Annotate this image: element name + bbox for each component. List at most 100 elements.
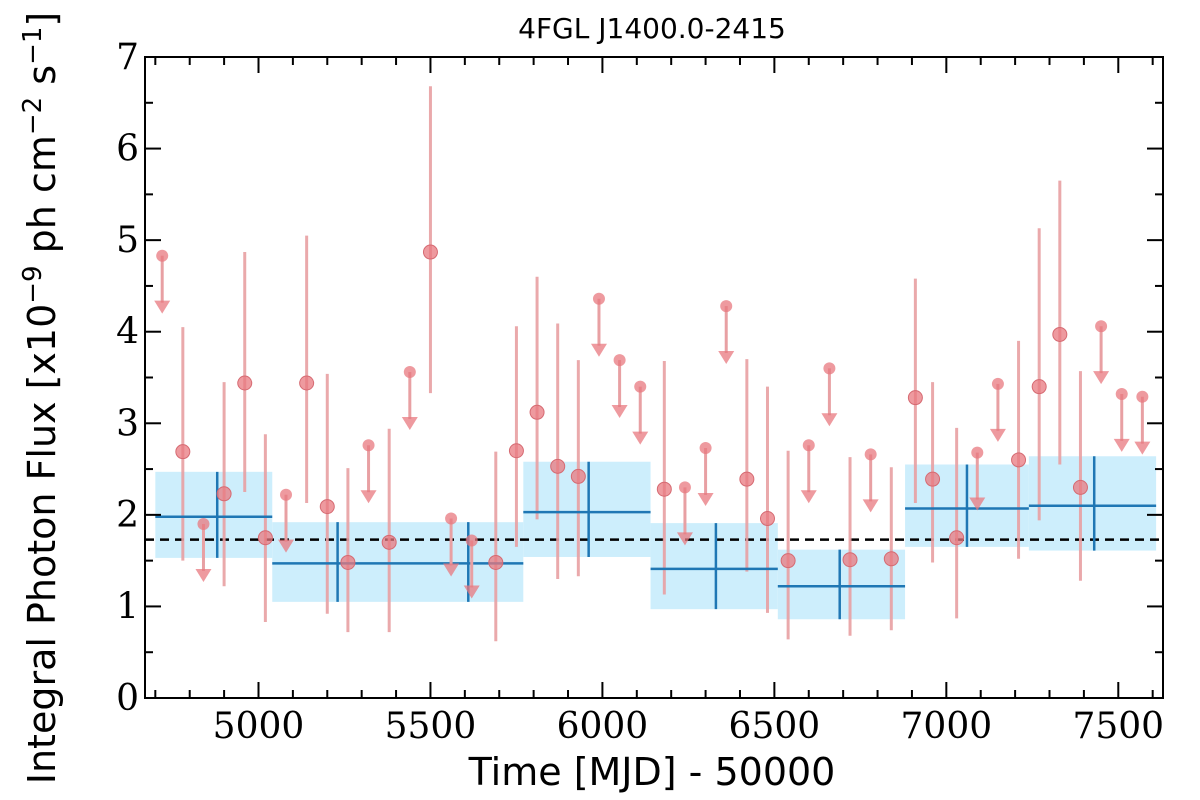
detection-point-1 <box>216 486 232 502</box>
y-axis-label-exp3: −1 <box>18 27 48 65</box>
bin-band-3 <box>650 523 778 610</box>
y-tick-label: 0 <box>116 678 139 719</box>
upper-limit-arrow-7 <box>590 343 607 357</box>
upper-limit-arrow-2 <box>278 539 295 553</box>
upper-limit-point-13 <box>802 439 815 452</box>
x-tick-label: 6500 <box>729 706 821 747</box>
y-tick-label: 1 <box>116 586 139 627</box>
upper-limit-point-5 <box>445 512 458 525</box>
y-tick-label: 5 <box>116 220 139 261</box>
upper-limit-point-9 <box>634 380 647 393</box>
upper-limit-point-12 <box>720 300 733 313</box>
detection-point-20 <box>907 390 923 406</box>
upper-limit-point-8 <box>613 354 626 367</box>
upper-limit-point-17 <box>991 377 1004 390</box>
detection-point-2 <box>237 375 253 391</box>
detection-point-11 <box>529 404 545 420</box>
upper-limit-arrow-6 <box>463 585 480 599</box>
x-tick-label: 5500 <box>385 706 477 747</box>
upper-limit-arrow-4 <box>401 416 418 430</box>
upper-limit-point-16 <box>971 446 984 459</box>
upper-limit-arrow-9 <box>632 431 649 445</box>
y-axis-label: Integral Photon Flux [x10−9 ph cm−2 s−1] <box>18 12 64 785</box>
detection-point-8 <box>422 244 438 260</box>
detection-point-6 <box>340 554 356 570</box>
detection-point-15 <box>739 471 755 487</box>
upper-limit-point-7 <box>592 292 605 305</box>
upper-limit-arrow-10 <box>676 532 693 546</box>
x-tick-label: 6000 <box>557 706 649 747</box>
upper-limit-point-6 <box>465 534 478 547</box>
detection-point-5 <box>319 499 335 515</box>
upper-limit-arrow-3 <box>360 490 377 504</box>
upper-limit-arrow-18 <box>1093 371 1110 385</box>
x-tick-label: 7500 <box>1072 706 1164 747</box>
upper-limit-arrow-11 <box>697 492 714 506</box>
detection-point-9 <box>488 554 504 570</box>
upper-limit-arrow-17 <box>989 428 1006 442</box>
upper-limit-point-20 <box>1136 390 1149 403</box>
upper-limit-arrow-5 <box>443 563 460 577</box>
plot-axes <box>144 56 1164 699</box>
y-tick-label: 2 <box>116 495 139 536</box>
detection-point-10 <box>508 443 524 459</box>
detection-point-26 <box>1072 479 1088 495</box>
bin-band-1 <box>272 522 524 602</box>
detection-point-23 <box>1011 452 1027 468</box>
upper-limit-point-10 <box>678 481 691 494</box>
bin-band-6 <box>1028 456 1157 551</box>
x-tick-label: 5000 <box>213 706 305 747</box>
y-tick-label: 6 <box>116 129 139 170</box>
detection-point-18 <box>842 552 858 568</box>
detection-point-3 <box>257 530 273 546</box>
y-axis-label-exp2: −2 <box>18 97 48 135</box>
detection-point-12 <box>550 458 566 474</box>
upper-limit-point-15 <box>864 448 877 461</box>
detection-point-16 <box>759 511 775 527</box>
detection-points <box>175 244 1088 570</box>
upper-limit-arrow-19 <box>1113 438 1130 452</box>
binned-flux-markers <box>155 456 1157 620</box>
upper-limit-point-2 <box>280 488 293 501</box>
upper-limit-point-14 <box>823 362 836 375</box>
upper-limit-markers <box>154 249 1151 599</box>
y-tick-label: 7 <box>116 37 139 78</box>
upper-limit-arrow-0 <box>154 300 171 314</box>
upper-limit-point-1 <box>197 518 210 531</box>
bin-band-4 <box>777 549 906 620</box>
upper-limit-arrow-8 <box>611 405 628 419</box>
upper-limit-arrow-16 <box>969 497 986 511</box>
upper-limit-point-4 <box>403 366 416 379</box>
detection-point-13 <box>570 468 586 484</box>
upper-limit-arrow-12 <box>718 351 735 365</box>
upper-limit-arrow-13 <box>800 490 817 504</box>
y-tick-label: 3 <box>116 403 139 444</box>
bin-band-2 <box>523 461 651 557</box>
detection-point-25 <box>1052 326 1068 342</box>
tick-labels: 0 1 2 3 4 5 6 7 5000 5500 6000 6500 7000 7500 <box>116 37 1164 747</box>
x-tick-label: 7000 <box>901 706 993 747</box>
x-axis-label: Time [MJD] - 50000 <box>468 750 836 794</box>
bin-uncertainty-bands <box>155 456 1157 620</box>
detection-errorbars <box>181 86 1082 642</box>
detection-point-0 <box>175 444 191 460</box>
upper-limit-point-19 <box>1115 387 1128 400</box>
chart-title: 4FGL J1400.0-2415 <box>518 12 786 45</box>
detection-point-17 <box>780 553 796 569</box>
upper-limit-arrow-1 <box>195 568 212 582</box>
detection-point-14 <box>656 481 672 497</box>
upper-limit-arrow-20 <box>1134 441 1151 455</box>
bin-band-0 <box>155 471 273 558</box>
upper-limit-arrow-14 <box>821 413 838 427</box>
y-tick-label: 4 <box>116 312 139 353</box>
detection-point-7 <box>381 534 397 550</box>
upper-limit-arrow-15 <box>862 499 879 513</box>
upper-limit-point-18 <box>1095 320 1108 333</box>
detection-point-24 <box>1031 379 1047 395</box>
detection-point-4 <box>299 375 315 391</box>
upper-limit-point-11 <box>699 442 712 455</box>
upper-limit-point-3 <box>362 439 375 452</box>
detection-point-19 <box>883 551 899 567</box>
detection-point-21 <box>925 471 941 487</box>
